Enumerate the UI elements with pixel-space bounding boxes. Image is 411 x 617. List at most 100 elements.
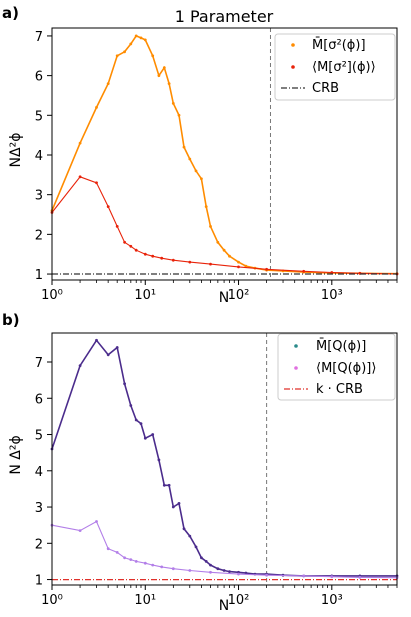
data-point-b-1-2 xyxy=(95,520,98,523)
data-point-a-0-22 xyxy=(216,240,220,244)
data-point-b-0-18 xyxy=(194,545,198,549)
data-point-a-1-14 xyxy=(237,265,240,269)
data-point-a-1-15 xyxy=(265,267,268,271)
x-tick-label-a-1: 10¹ xyxy=(134,288,156,303)
data-point-a-1-7 xyxy=(134,248,138,252)
data-point-a-1-5 xyxy=(123,240,126,244)
data-point-b-0-8 xyxy=(139,422,143,425)
y-tick-label-a-6: 7 xyxy=(35,30,43,45)
data-point-b-0-26 xyxy=(244,571,248,575)
x-tick-label-b-3: 10³ xyxy=(321,593,343,608)
data-point-a-1-12 xyxy=(188,260,192,264)
y-tick-label-a-3: 4 xyxy=(35,149,43,164)
x-tick-label-a-3: 10³ xyxy=(321,288,343,303)
data-point-a-1-8 xyxy=(143,252,147,256)
legend-a-entry-0: M̄[σ²(ϕ)] xyxy=(312,38,366,53)
data-point-a-0-16 xyxy=(182,145,186,149)
legend-b-entry-2: k · CRB xyxy=(316,382,363,397)
legend-b-entry-1: ⟨M[Q(ϕ)]⟩ xyxy=(316,361,376,376)
data-point-b-0-3 xyxy=(106,353,110,357)
data-point-b-0-24 xyxy=(228,570,231,573)
y-tick-label-a-5: 6 xyxy=(35,70,43,85)
series-line-b-1 xyxy=(51,520,398,579)
data-point-b-0-23 xyxy=(222,569,226,572)
data-point-b-0-6 xyxy=(129,404,133,407)
data-point-b-0-22 xyxy=(216,567,220,571)
data-point-a-1-4 xyxy=(115,225,119,228)
y-tick-label-b-0: 1 xyxy=(35,574,43,589)
data-point-a-1-16 xyxy=(302,269,306,273)
panel-b-xlabel: N xyxy=(219,598,229,614)
legend-a-entry-2: CRB xyxy=(312,81,339,96)
legend-b-marker-0 xyxy=(294,344,298,348)
data-point-b-0-12 xyxy=(162,483,166,487)
y-tick-label-b-4: 5 xyxy=(35,429,43,444)
data-point-b-1-6 xyxy=(129,558,133,561)
data-point-a-0-9 xyxy=(143,38,147,42)
x-tick-label-b-2: 10² xyxy=(228,593,250,608)
data-point-b-1-15 xyxy=(265,573,268,577)
y-tick-label-a-4: 5 xyxy=(35,109,43,124)
data-point-a-1-10 xyxy=(160,256,164,260)
data-point-a-0-24 xyxy=(228,254,231,258)
data-point-b-0-2 xyxy=(95,338,98,342)
data-point-a-0-2 xyxy=(95,106,98,109)
data-point-a-0-20 xyxy=(204,205,208,209)
data-point-b-1-17 xyxy=(330,575,334,579)
data-point-a-0-14 xyxy=(171,102,175,105)
data-point-b-0-13 xyxy=(167,483,171,487)
data-point-b-1-12 xyxy=(188,569,192,572)
data-point-a-1-17 xyxy=(330,271,334,274)
data-point-b-1-13 xyxy=(209,570,212,574)
data-point-a-0-17 xyxy=(188,157,192,161)
data-point-a-1-3 xyxy=(106,205,110,209)
data-point-a-1-9 xyxy=(151,254,155,258)
data-point-a-0-18 xyxy=(194,169,198,173)
panel-b: b) N N Δ²ϕ M̄[Q(ϕ)] ⟨M[Q(ϕ)]⟩ k · CRB 10… xyxy=(2,311,399,614)
data-point-a-0-19 xyxy=(200,177,203,181)
series-line-b-0 xyxy=(51,338,397,577)
data-point-a-1-11 xyxy=(171,258,175,262)
legend-a-marker-1 xyxy=(291,65,295,69)
panel-a-legend: M̄[σ²(ϕ)] ⟨M[σ²](ϕ)⟩ CRB xyxy=(274,33,396,101)
data-point-b-1-3 xyxy=(106,547,110,551)
y-tick-label-a-1: 2 xyxy=(35,228,43,243)
data-point-b-1-11 xyxy=(171,567,175,571)
y-tick-label-b-1: 2 xyxy=(35,537,43,552)
data-point-b-0-21 xyxy=(209,563,212,567)
legend-b-entry-0: M̄[Q(ϕ)] xyxy=(316,339,366,354)
data-point-a-0-7 xyxy=(134,34,138,38)
data-point-a-0-3 xyxy=(106,82,110,85)
data-point-b-1-10 xyxy=(160,565,164,569)
data-point-b-0-19 xyxy=(200,556,203,560)
axes-frame-a xyxy=(51,27,398,281)
panel-a-title: 1 Parameter xyxy=(175,7,274,26)
panel-a-xlabel: N xyxy=(219,290,229,306)
data-point-b-1-7 xyxy=(134,560,138,563)
data-point-a-0-5 xyxy=(123,50,126,54)
data-point-a-1-13 xyxy=(209,262,212,266)
data-point-a-1-2 xyxy=(95,181,98,185)
data-point-b-0-9 xyxy=(143,436,147,440)
data-point-b-1-1 xyxy=(78,529,82,532)
data-point-b-1-4 xyxy=(115,551,119,554)
data-point-b-1-16 xyxy=(302,574,306,578)
data-point-b-1-9 xyxy=(151,563,155,567)
data-point-a-0-6 xyxy=(129,42,133,46)
data-point-b-0-5 xyxy=(123,382,126,386)
data-point-b-0-1 xyxy=(78,364,82,367)
x-tick-label-b-0: 10⁰ xyxy=(41,593,63,608)
data-point-a-1-6 xyxy=(129,244,133,248)
plot-area-b xyxy=(50,333,399,585)
data-point-a-0-25 xyxy=(237,260,240,264)
data-point-a-0-21 xyxy=(209,225,212,228)
data-point-b-0-10 xyxy=(151,433,155,436)
legend-a-marker-0 xyxy=(291,43,295,47)
data-point-a-0-26 xyxy=(244,264,248,268)
panel-b-label: b) xyxy=(2,311,20,329)
data-point-a-0-10 xyxy=(151,54,155,58)
data-point-b-0-16 xyxy=(182,527,186,531)
data-point-b-0-20 xyxy=(204,560,208,563)
x-tick-label-a-0: 10⁰ xyxy=(41,288,63,303)
